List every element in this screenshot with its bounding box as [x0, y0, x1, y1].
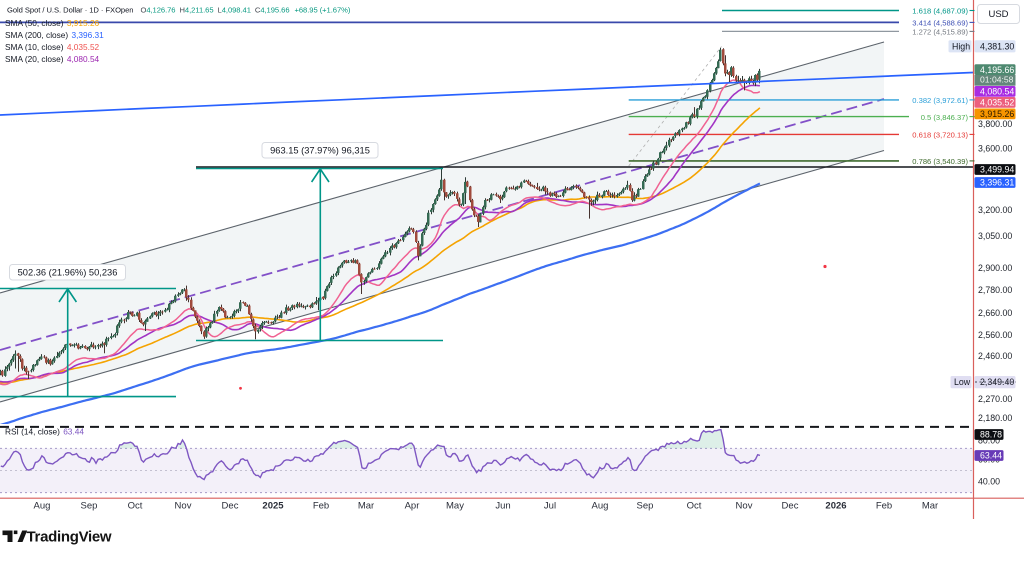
svg-text:963.15 (37.97%) 96,315: 963.15 (37.97%) 96,315	[270, 146, 370, 156]
svg-text:Gold Spot / U.S. Dollar · 1D ·: Gold Spot / U.S. Dollar · 1D · FXOpen O4,…	[7, 6, 351, 15]
svg-text:Aug: Aug	[34, 501, 51, 512]
svg-text:01:04:58: 01:04:58	[980, 75, 1014, 85]
svg-text:1.272 (4,515.89): 1.272 (4,515.89)	[912, 28, 968, 37]
svg-text:3,499.94: 3,499.94	[980, 165, 1014, 175]
svg-text:2,560.00: 2,560.00	[978, 330, 1012, 340]
svg-text:SMA (10, close) 4,035.52: SMA (10, close) 4,035.52	[5, 42, 100, 52]
svg-text:3.414 (4,588.69): 3.414 (4,588.69)	[912, 19, 968, 28]
svg-text:USD: USD	[988, 9, 1008, 20]
svg-text:May: May	[446, 501, 464, 512]
svg-text:4,195.66: 4,195.66	[980, 65, 1014, 75]
svg-text:2,460.00: 2,460.00	[978, 351, 1012, 361]
svg-text:0.5 (3,846.37): 0.5 (3,846.37)	[921, 113, 969, 122]
svg-text:3,396.31: 3,396.31	[980, 178, 1014, 188]
svg-text:4,381.30: 4,381.30	[980, 42, 1014, 52]
svg-text:SMA (50, close) 3,915.26: SMA (50, close) 3,915.26	[5, 18, 100, 28]
svg-text:0.382 (3,972.61): 0.382 (3,972.61)	[912, 96, 968, 105]
svg-text:2025: 2025	[262, 501, 284, 512]
svg-text:4,080.54: 4,080.54	[980, 87, 1014, 97]
svg-text:2,270.00: 2,270.00	[978, 394, 1012, 404]
svg-text:3,800.00: 3,800.00	[978, 119, 1012, 129]
svg-text:4,035.52: 4,035.52	[980, 98, 1014, 108]
svg-text:2,180.00: 2,180.00	[978, 413, 1012, 423]
svg-text:3,050.00: 3,050.00	[978, 231, 1012, 241]
svg-text:Feb: Feb	[876, 501, 892, 512]
svg-text:Oct: Oct	[128, 501, 143, 512]
svg-text:TradingView: TradingView	[27, 528, 112, 545]
svg-text:Aug: Aug	[592, 501, 609, 512]
svg-text:2,349.40: 2,349.40	[980, 377, 1014, 387]
svg-text:3,200.00: 3,200.00	[978, 205, 1012, 215]
svg-text:3,600.00: 3,600.00	[978, 144, 1012, 154]
svg-text:88.78: 88.78	[980, 430, 1002, 440]
svg-text:Mar: Mar	[922, 501, 938, 512]
svg-text:40.00: 40.00	[978, 477, 1000, 487]
svg-text:Jul: Jul	[544, 501, 556, 512]
svg-text:0.618 (3,720.13): 0.618 (3,720.13)	[912, 131, 968, 140]
svg-text:2,660.00: 2,660.00	[978, 308, 1012, 318]
svg-text:3,915.26: 3,915.26	[980, 109, 1014, 119]
svg-text:Mar: Mar	[358, 501, 374, 512]
svg-text:RSI (14, close) 63.44: RSI (14, close) 63.44	[5, 426, 84, 436]
svg-text:Dec: Dec	[782, 501, 799, 512]
svg-text:Oct: Oct	[687, 501, 702, 512]
svg-text:2,780.00: 2,780.00	[978, 285, 1012, 295]
svg-text:High: High	[952, 42, 970, 52]
svg-text:Nov: Nov	[175, 501, 192, 512]
svg-text:Sep: Sep	[637, 501, 654, 512]
svg-text:1.618 (4,687.09): 1.618 (4,687.09)	[912, 7, 968, 16]
svg-text:Feb: Feb	[313, 501, 329, 512]
svg-text:Jun: Jun	[495, 501, 510, 512]
svg-text:SMA (200, close) 3,396.31: SMA (200, close) 3,396.31	[5, 30, 104, 40]
svg-text:Nov: Nov	[736, 501, 753, 512]
svg-text:2,900.00: 2,900.00	[978, 263, 1012, 273]
svg-text:Sep: Sep	[81, 501, 98, 512]
svg-text:Low: Low	[954, 377, 971, 387]
svg-text:0.786 (3,540.39): 0.786 (3,540.39)	[912, 157, 968, 166]
svg-text:SMA (20, close) 4,080.54: SMA (20, close) 4,080.54	[5, 54, 100, 64]
svg-text:80.00: 80.00	[978, 436, 1000, 446]
svg-text:502.36 (21.96%) 50,236: 502.36 (21.96%) 50,236	[18, 268, 118, 278]
svg-text:2026: 2026	[825, 501, 846, 512]
svg-text:Dec: Dec	[222, 501, 239, 512]
svg-text:Apr: Apr	[405, 501, 420, 512]
svg-text:63.44: 63.44	[980, 451, 1002, 461]
